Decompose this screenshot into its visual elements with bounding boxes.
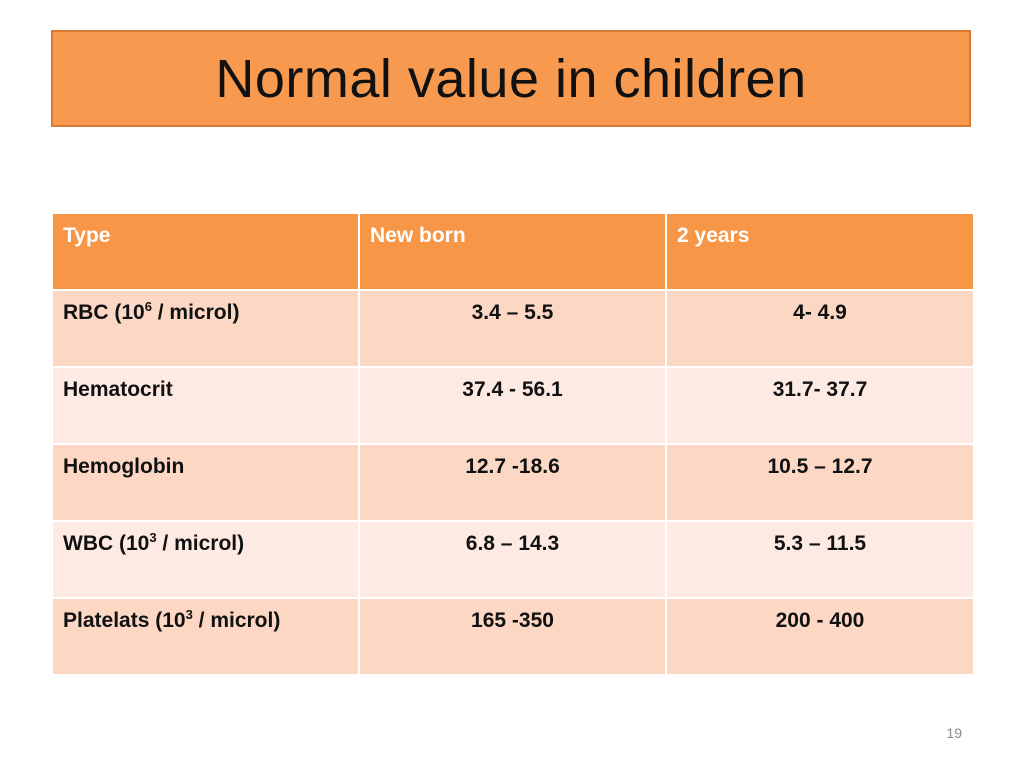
cell-new-born: 12.7 -18.6 [358, 443, 667, 522]
row-label: WBC (103 / microl) [51, 520, 360, 599]
header-new-born: New born [358, 212, 667, 291]
row-label: RBC (106 / microl) [51, 289, 360, 368]
page-number: 19 [946, 725, 962, 741]
table-row: WBC (103 / microl) 6.8 – 14.3 5.3 – 11.5 [51, 520, 975, 599]
table-header-row: Type New born 2 years [51, 212, 975, 291]
table-row: Platelats (103 / microl) 165 -350 200 - … [51, 597, 975, 676]
cell-new-born: 6.8 – 14.3 [358, 520, 667, 599]
row-label: Hemoglobin [51, 443, 360, 522]
cell-new-born: 165 -350 [358, 597, 667, 676]
slide-title: Normal value in children [215, 48, 807, 109]
header-2-years: 2 years [665, 212, 975, 291]
cell-2-years: 10.5 – 12.7 [665, 443, 975, 522]
cell-2-years: 31.7- 37.7 [665, 366, 975, 445]
table-row: Hemoglobin 12.7 -18.6 10.5 – 12.7 [51, 443, 975, 522]
cell-2-years: 5.3 – 11.5 [665, 520, 975, 599]
header-type: Type [51, 212, 360, 291]
cell-new-born: 37.4 - 56.1 [358, 366, 667, 445]
table-row: RBC (106 / microl) 3.4 – 5.5 4- 4.9 [51, 289, 975, 368]
cell-new-born: 3.4 – 5.5 [358, 289, 667, 368]
cell-2-years: 4- 4.9 [665, 289, 975, 368]
title-banner: Normal value in children [51, 30, 971, 127]
row-label: Hematocrit [51, 366, 360, 445]
cell-2-years: 200 - 400 [665, 597, 975, 676]
normal-values-table: Type New born 2 years RBC (106 / microl)… [51, 212, 975, 676]
table-row: Hematocrit 37.4 - 56.1 31.7- 37.7 [51, 366, 975, 445]
row-label: Platelats (103 / microl) [51, 597, 360, 676]
